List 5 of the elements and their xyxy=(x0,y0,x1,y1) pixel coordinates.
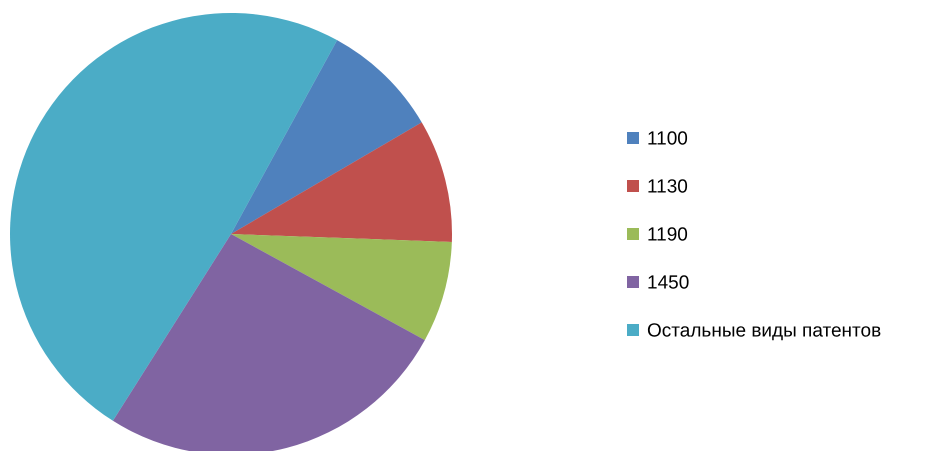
legend-label: Остальные виды патентов xyxy=(647,320,882,342)
legend-label: 1190 xyxy=(647,224,688,246)
legend-label: 1130 xyxy=(647,176,688,198)
legend-label: 1100 xyxy=(647,128,688,150)
legend-label: 1450 xyxy=(647,272,690,294)
